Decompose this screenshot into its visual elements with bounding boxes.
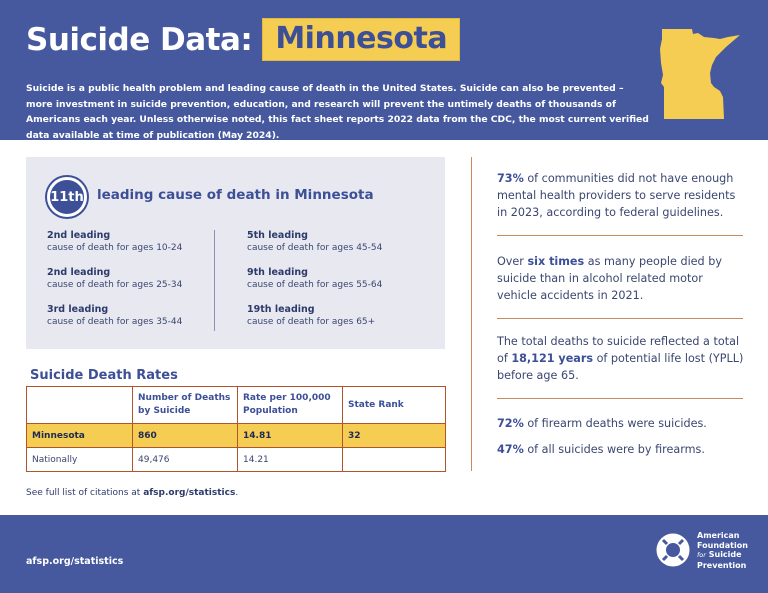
fact-highlight: six times bbox=[527, 255, 585, 268]
table-cell: 49,476 bbox=[132, 447, 238, 472]
leading-item: 19th leading cause of death for ages 65+ bbox=[247, 303, 427, 329]
fact-highlight: 72% bbox=[497, 417, 524, 430]
leading-item-sub: cause of death for ages 45-54 bbox=[247, 243, 383, 253]
page-title: Suicide Data: Minnesota bbox=[26, 18, 461, 61]
leading-item-title: 19th leading bbox=[247, 304, 315, 315]
leading-cause-panel: 11th leading cause of death in Minnesota… bbox=[26, 157, 445, 349]
fact-divider bbox=[497, 398, 743, 399]
leading-item-sub: cause of death for ages 55-64 bbox=[247, 280, 383, 290]
leading-item: 2nd leading cause of death for ages 25-3… bbox=[47, 266, 227, 292]
leading-item: 5th leading cause of death for ages 45-5… bbox=[247, 229, 427, 255]
rank-badge: 11th bbox=[47, 177, 87, 217]
table-cell: 14.81 bbox=[237, 423, 343, 448]
table-cell: 14.21 bbox=[237, 447, 343, 472]
table-cell: 32 bbox=[342, 423, 446, 448]
table-header-cell bbox=[26, 386, 133, 424]
table-header-cell: Number of Deaths by Suicide bbox=[132, 386, 238, 424]
rates-table: Number of Deaths by Suicide Rate per 100… bbox=[26, 386, 446, 472]
table-header-cell: State Rank bbox=[342, 386, 446, 424]
table-header-row: Number of Deaths by Suicide Rate per 100… bbox=[26, 386, 446, 424]
header-banner: Suicide Data: Minnesota Suicide is a pub… bbox=[0, 0, 768, 141]
fact-divider bbox=[497, 318, 743, 319]
state-name-badge: Minnesota bbox=[262, 18, 461, 61]
fact-item: 72% of firearm deaths were suicides. bbox=[497, 415, 745, 432]
table-cell: Minnesota bbox=[26, 423, 133, 448]
minnesota-map-icon bbox=[660, 29, 740, 119]
fact-item: 47% of all suicides were by firearms. bbox=[497, 441, 745, 458]
logo-line: for Suicide bbox=[697, 550, 757, 561]
table-cell: Nationally bbox=[26, 447, 133, 472]
leading-item-title: 2nd leading bbox=[47, 267, 111, 278]
leading-item-title: 9th leading bbox=[247, 267, 308, 278]
table-row: Minnesota 860 14.81 32 bbox=[26, 423, 446, 448]
intro-paragraph: Suicide is a public health problem and l… bbox=[26, 83, 649, 141]
fact-text: of communities did not have enough menta… bbox=[497, 172, 736, 219]
citation-link[interactable]: afsp.org/statistics bbox=[143, 488, 236, 498]
leading-item-sub: cause of death for ages 65+ bbox=[247, 317, 376, 327]
citation-suffix: . bbox=[235, 488, 239, 498]
leading-item-sub: cause of death for ages 10-24 bbox=[47, 243, 183, 253]
logo-line: American bbox=[697, 531, 740, 540]
table-header-cell: Rate per 100,000 Population bbox=[237, 386, 343, 424]
fact-item: Over six times as many people died by su… bbox=[497, 253, 745, 304]
leading-item: 9th leading cause of death for ages 55-6… bbox=[247, 266, 427, 292]
footer-link[interactable]: afsp.org/statistics bbox=[26, 556, 124, 567]
table-cell: 860 bbox=[132, 423, 238, 448]
fact-text: of firearm deaths were suicides. bbox=[523, 417, 707, 430]
leading-item-sub: cause of death for ages 25-34 bbox=[47, 280, 183, 290]
fact-text: as many people died by suicide than in a… bbox=[497, 255, 722, 302]
leading-item-sub: cause of death for ages 35-44 bbox=[47, 317, 183, 327]
panel-divider bbox=[214, 230, 215, 331]
fact-highlight: 18,121 years bbox=[511, 352, 594, 365]
fact-text: of potential life lost (YPLL) before age… bbox=[497, 352, 744, 382]
leading-item-title: 5th leading bbox=[247, 230, 308, 241]
fact-text: of all suicides were by firearms. bbox=[523, 443, 705, 456]
logo-line: Prevention bbox=[697, 560, 747, 570]
lifebuoy-icon bbox=[656, 533, 690, 567]
table-row: Nationally 49,476 14.21 bbox=[26, 447, 446, 472]
leading-item-title: 3rd leading bbox=[47, 304, 109, 315]
citation-note: See full list of citations at afsp.org/s… bbox=[26, 488, 238, 498]
fact-item: The total deaths to suicide reflected a … bbox=[497, 333, 745, 384]
table-cell bbox=[342, 447, 446, 472]
leading-item: 2nd leading cause of death for ages 10-2… bbox=[47, 229, 227, 255]
rank-caption: leading cause of death in Minnesota bbox=[97, 187, 374, 203]
column-divider bbox=[471, 157, 472, 471]
fact-highlight: 47% bbox=[497, 443, 524, 456]
fact-text: The total deaths to suicide reflected a … bbox=[497, 335, 740, 365]
footer-banner: afsp.org/statistics American Foundation … bbox=[0, 515, 768, 593]
title-text: Suicide Data: bbox=[26, 21, 253, 58]
logo-wordmark: American Foundation for Suicide Preventi… bbox=[697, 531, 757, 570]
logo-line: Suicide bbox=[708, 550, 742, 560]
fact-item: 73% of communities did not have enough m… bbox=[497, 170, 745, 221]
fact-highlight: 73% bbox=[497, 172, 524, 185]
fact-text: Over bbox=[497, 255, 528, 268]
citation-prefix: See full list of citations at bbox=[26, 488, 144, 498]
logo-line: Foundation bbox=[697, 540, 748, 550]
rates-heading: Suicide Death Rates bbox=[30, 368, 178, 383]
leading-item: 3rd leading cause of death for ages 35-4… bbox=[47, 303, 227, 329]
fact-divider bbox=[497, 235, 743, 236]
leading-item-title: 2nd leading bbox=[47, 230, 111, 241]
logo-line-small: for bbox=[697, 551, 706, 560]
